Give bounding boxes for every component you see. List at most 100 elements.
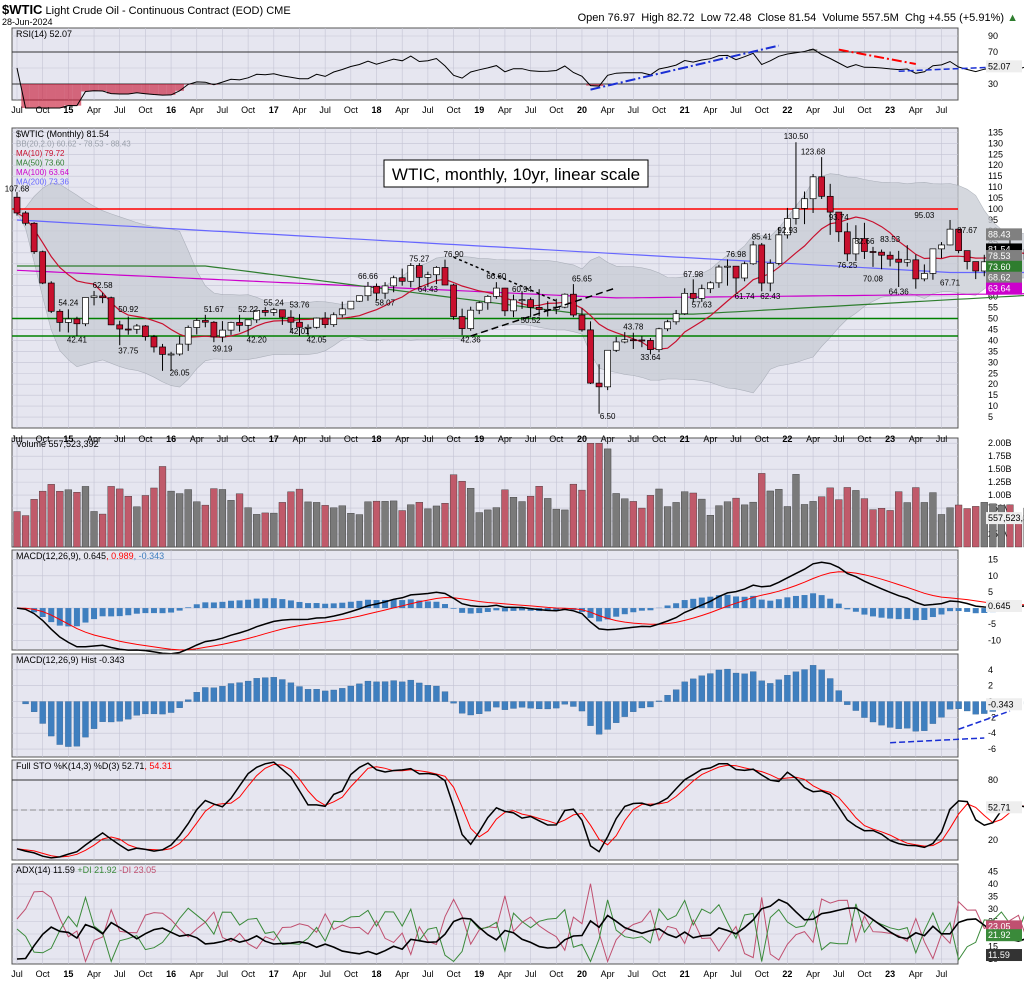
candle-body xyxy=(655,328,663,350)
price-tick-label: 100 xyxy=(988,204,1003,214)
bottom-x-axis-label: Oct xyxy=(241,969,256,979)
candle-body xyxy=(732,265,740,279)
quote-summary: Open 76.97 High 82.72 Low 72.48 Close 81… xyxy=(577,12,1018,24)
macd-hist-bar xyxy=(544,608,551,612)
volume-value-tag-box xyxy=(986,512,1022,525)
bottom-x-axis-label: Apr xyxy=(909,969,923,979)
bottom-x-axis-label: Jul xyxy=(319,969,331,979)
adx-line xyxy=(16,898,1024,960)
macd-hist-panel-bar xyxy=(570,701,577,707)
volume-bar xyxy=(81,486,90,548)
macd-hist-legend: MACD(12,26,9) Hist -0.343 xyxy=(16,655,125,665)
price-x-axis-label: Jul xyxy=(11,434,23,444)
volume-bar xyxy=(210,488,218,548)
top-x-axis-label: Oct xyxy=(138,105,153,115)
candle-body xyxy=(184,327,192,345)
candle-body xyxy=(159,346,166,355)
macd-hist-panel-bar xyxy=(185,699,192,702)
price-x-axis-label: Oct xyxy=(652,434,667,444)
top-x-axis-label: 20 xyxy=(577,105,587,115)
candle-body xyxy=(689,292,697,299)
sto-value-tag-box xyxy=(986,801,1022,814)
price-point-label: 82.66 xyxy=(854,237,875,246)
macd-hist-bar xyxy=(613,608,620,617)
macd-hist-bar xyxy=(750,595,757,609)
price-point-label: 50.52 xyxy=(521,316,542,325)
price-x-axis-label: Apr xyxy=(601,434,615,444)
price-legend-item: MA(10) 79.72 xyxy=(16,149,65,158)
price-point-label: 92.93 xyxy=(777,226,798,235)
macd-hist-bar xyxy=(921,608,928,620)
price-x-axis-label: Apr xyxy=(87,434,101,444)
price-point-label: 76.25 xyxy=(837,261,858,270)
top-x-axis-label: Oct xyxy=(755,105,770,115)
volume-bar xyxy=(501,489,509,548)
candle-body xyxy=(638,339,646,342)
volume-bar xyxy=(47,484,55,548)
macd-hist-bar xyxy=(116,608,123,617)
macd-hist-bar xyxy=(810,593,817,609)
top-x-axis-label: 23 xyxy=(885,105,895,115)
volume-bar xyxy=(39,490,47,548)
bottom-x-axis-label: Jul xyxy=(422,969,434,979)
macd-hist-bar xyxy=(895,608,902,620)
candle-body xyxy=(518,299,526,302)
macd-hist-panel-bar xyxy=(801,669,808,702)
volume-bar xyxy=(475,512,483,548)
macd-hist-bar xyxy=(339,602,346,609)
candle-body xyxy=(244,319,252,326)
bottom-x-axis-label: Jul xyxy=(730,969,742,979)
volume-bar xyxy=(663,506,672,548)
price-tick-label: 5 xyxy=(988,412,993,422)
volume-bar xyxy=(424,508,432,548)
top-x-axis-label: Oct xyxy=(652,105,667,115)
macd-hist-panel-bar xyxy=(356,683,363,702)
candle-body xyxy=(287,316,295,323)
macd-hist-bar xyxy=(887,608,894,619)
top-x-axis-label: Apr xyxy=(703,105,717,115)
candle-body xyxy=(809,176,817,200)
bottom-x-axis-label: Jul xyxy=(936,969,948,979)
macd-hist-panel-bar xyxy=(869,701,877,723)
macd-value-tag-text: 0.645 xyxy=(988,601,1011,611)
candle-body xyxy=(330,314,338,325)
price-point-label: 26.05 xyxy=(170,368,191,377)
price-point-label: 57.63 xyxy=(692,301,713,310)
volume-bar xyxy=(852,490,860,548)
macd-hist-panel-bar xyxy=(964,701,971,712)
macd-hist-bar xyxy=(947,608,954,612)
candle-body xyxy=(82,297,89,325)
price-tick-label: 115 xyxy=(988,171,1002,181)
candle-body xyxy=(861,238,868,252)
sto-legend-part: 52.71 xyxy=(119,761,144,771)
macd-hist-panel-bar xyxy=(270,677,277,702)
candle-body xyxy=(56,310,64,323)
macd-hist-bar xyxy=(185,607,192,609)
volume-bar xyxy=(869,509,877,548)
candle-body xyxy=(715,266,723,284)
macd-hist-panel-bar xyxy=(955,701,962,709)
bottom-x-axis-label: Apr xyxy=(498,969,512,979)
macd-hist-value-tag-box xyxy=(986,698,1022,711)
volume-bar xyxy=(98,513,107,548)
candle-body xyxy=(595,382,603,388)
volume-bar xyxy=(980,502,988,548)
price-value-tag-text: 68.62 xyxy=(988,273,1011,283)
macd-hist-panel-bar xyxy=(39,701,46,724)
candle-body xyxy=(826,195,834,213)
volume-bar xyxy=(595,442,603,548)
candle-body xyxy=(407,265,415,282)
price-tick-label: 25 xyxy=(988,368,998,378)
price-x-axis-label: Jul xyxy=(319,434,331,444)
adx-value-tag-text: 23.05 xyxy=(988,921,1011,931)
macd-hist-panel-bar xyxy=(150,701,158,715)
macd-hist-panel-bar xyxy=(116,701,123,722)
macd-hist-bar xyxy=(253,598,260,609)
volume-bar xyxy=(569,483,578,548)
volume-bar xyxy=(244,507,252,548)
macd-hist-bar xyxy=(519,608,526,611)
bottom-x-axis-label: Jul xyxy=(217,969,229,979)
macd-line xyxy=(16,561,1024,655)
macd-hist-panel-bar xyxy=(73,701,81,747)
bottom-x-axis-label: Jul xyxy=(833,969,845,979)
